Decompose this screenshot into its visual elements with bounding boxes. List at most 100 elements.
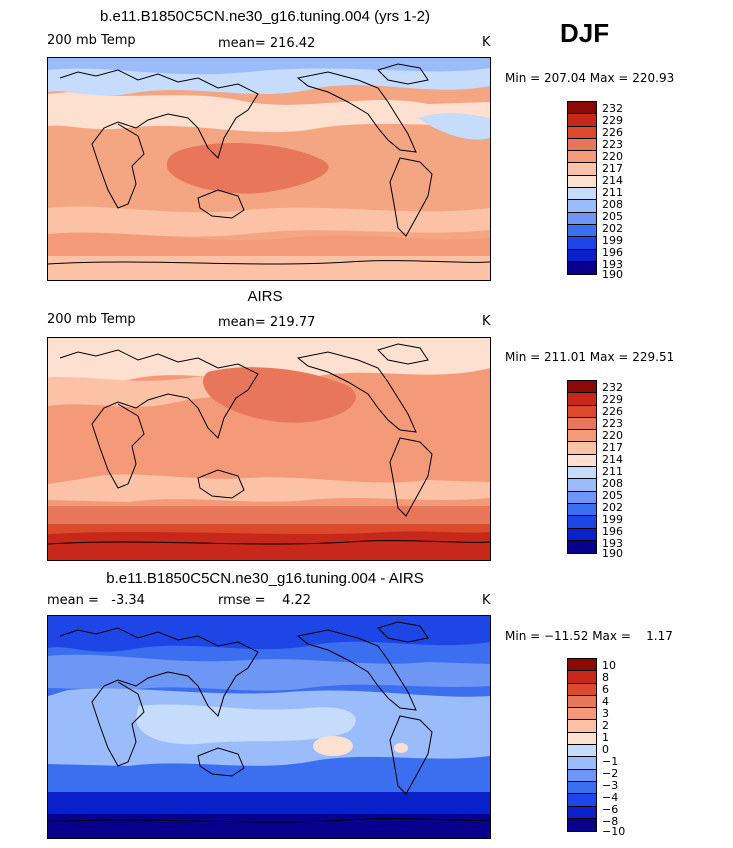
colorbar-label: 226 bbox=[602, 405, 623, 418]
coast-antarctica bbox=[48, 818, 490, 823]
colorbar-label: 232 bbox=[602, 381, 623, 394]
season-label: DJF bbox=[560, 18, 610, 48]
coast-eurasia-africa bbox=[59, 627, 259, 767]
colorbar-label: 0 bbox=[602, 743, 609, 756]
colorbar-label: 10 bbox=[602, 659, 616, 672]
field-band bbox=[48, 792, 490, 814]
panel-1-minmax: Min = 207.04 Max = 220.93 bbox=[505, 71, 675, 85]
colorbar-box bbox=[568, 126, 596, 139]
panel-3-colorbar bbox=[567, 658, 597, 832]
field-band bbox=[48, 766, 490, 792]
coast-greenland bbox=[377, 621, 429, 643]
colorbar-box bbox=[568, 659, 596, 672]
colorbar-box bbox=[568, 757, 596, 770]
panel-3-title: b.e11.B1850C5CN.ne30_g16.tuning.004 - AI… bbox=[106, 570, 424, 587]
colorbar-box bbox=[568, 114, 596, 127]
colorbar-label: 8 bbox=[602, 671, 609, 684]
panel-2-contour-field bbox=[48, 338, 490, 560]
colorbar-box bbox=[568, 491, 596, 504]
colorbar-box bbox=[568, 708, 596, 721]
colorbar-label: 196 bbox=[602, 246, 623, 259]
colorbar-label: 202 bbox=[602, 501, 623, 514]
field-band bbox=[48, 506, 490, 524]
colorbar-label: 220 bbox=[602, 150, 623, 163]
panel-1-unit: K bbox=[482, 35, 491, 50]
colorbar-box bbox=[568, 516, 596, 529]
colorbar-label: −4 bbox=[602, 791, 619, 804]
colorbar-label: 199 bbox=[602, 234, 623, 247]
colorbar-box bbox=[568, 479, 596, 492]
field-band bbox=[418, 113, 490, 140]
colorbar-label: 196 bbox=[602, 525, 623, 538]
colorbar-box bbox=[568, 540, 596, 554]
coast-australia bbox=[197, 469, 245, 499]
colorbar-label: 232 bbox=[602, 102, 623, 115]
colorbar-box bbox=[568, 200, 596, 213]
colorbar-box bbox=[568, 467, 596, 480]
field-band bbox=[48, 531, 490, 560]
colorbar-box bbox=[568, 249, 596, 262]
colorbar-label: 226 bbox=[602, 126, 623, 139]
coast-australia bbox=[197, 747, 245, 777]
panel-1-map bbox=[47, 57, 491, 281]
colorbar-label: 202 bbox=[602, 222, 623, 235]
panel-3-rmse-label: rmse = 4.22 bbox=[218, 593, 312, 608]
field-band bbox=[48, 92, 490, 133]
field-band bbox=[48, 814, 490, 838]
colorbar-box bbox=[568, 151, 596, 164]
colorbar-label: 214 bbox=[602, 174, 623, 187]
field-band bbox=[48, 474, 490, 502]
panel-2-left-label: 200 mb Temp bbox=[47, 312, 136, 327]
panel-1-colorbar bbox=[567, 101, 597, 275]
colorbar-label: 205 bbox=[602, 489, 623, 502]
colorbar-box bbox=[568, 224, 596, 238]
field-band bbox=[48, 232, 490, 256]
coast-south-america bbox=[389, 437, 433, 517]
colorbar-box bbox=[568, 695, 596, 709]
field-band bbox=[166, 143, 329, 194]
field-band bbox=[313, 736, 353, 756]
colorbar-label: 1 bbox=[602, 731, 609, 744]
colorbar-label: −6 bbox=[602, 803, 619, 816]
coast-greenland bbox=[377, 63, 429, 85]
colorbar-label: −1 bbox=[602, 755, 619, 768]
colorbar-box bbox=[568, 806, 596, 819]
colorbar-label: 193 bbox=[602, 258, 623, 271]
colorbar-box bbox=[568, 175, 596, 189]
coast-greenland bbox=[377, 343, 429, 365]
panel-1-contour-field bbox=[48, 58, 490, 280]
colorbar-label: 217 bbox=[602, 162, 623, 175]
colorbar-label: 205 bbox=[602, 210, 623, 223]
coast-north-america bbox=[296, 351, 417, 433]
colorbar-box bbox=[568, 188, 596, 201]
colorbar-box bbox=[568, 503, 596, 517]
colorbar-box bbox=[568, 417, 596, 431]
colorbar-label: 229 bbox=[602, 114, 623, 127]
coastlines bbox=[48, 621, 490, 823]
panel-2-mean-label: mean= 219.77 bbox=[218, 315, 316, 330]
colorbar-label: 208 bbox=[602, 198, 623, 211]
colorbar-label: −2 bbox=[602, 767, 619, 780]
colorbar-label: 190 bbox=[602, 547, 623, 560]
colorbar-label: 229 bbox=[602, 393, 623, 406]
colorbar-box bbox=[568, 454, 596, 468]
colorbar-label: 190 bbox=[602, 268, 623, 281]
coast-antarctica bbox=[48, 260, 490, 265]
panel-3-mean-label: mean = -3.34 bbox=[47, 593, 145, 608]
colorbar-label: 208 bbox=[602, 477, 623, 490]
colorbar-label: 223 bbox=[602, 417, 623, 430]
colorbar-box bbox=[568, 720, 596, 733]
colorbar-box bbox=[568, 818, 596, 832]
colorbar-label: 193 bbox=[602, 537, 623, 550]
colorbar-box bbox=[568, 138, 596, 152]
colorbar-box bbox=[568, 683, 596, 696]
colorbar-box bbox=[568, 732, 596, 746]
colorbar-box bbox=[568, 781, 596, 795]
coastlines bbox=[48, 343, 490, 545]
coast-south-america bbox=[389, 157, 433, 237]
colorbar-label: 211 bbox=[602, 465, 623, 478]
colorbar-label: −8 bbox=[602, 815, 619, 828]
field-band bbox=[48, 206, 490, 237]
colorbar-label: −3 bbox=[602, 779, 619, 792]
field-band bbox=[136, 704, 356, 745]
